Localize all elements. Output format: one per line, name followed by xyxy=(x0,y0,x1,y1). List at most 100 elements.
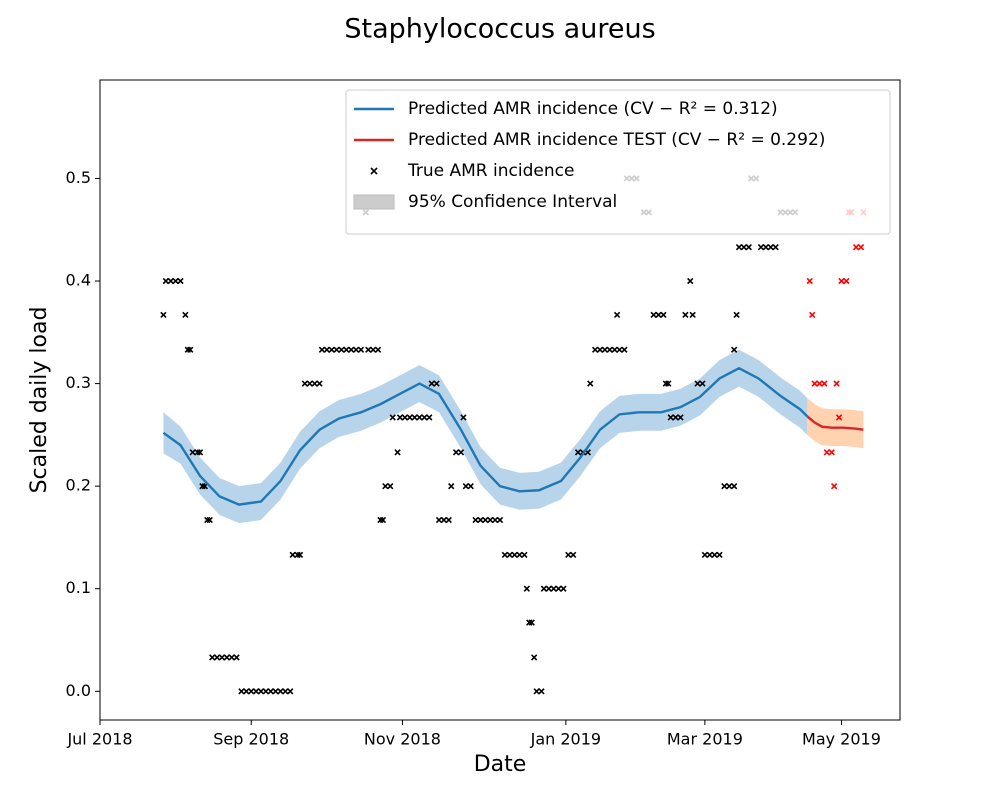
data-point xyxy=(374,346,382,353)
data-point xyxy=(496,516,504,524)
data-point xyxy=(323,346,330,353)
data-point xyxy=(682,311,689,319)
data-point xyxy=(370,346,377,353)
data-point xyxy=(538,688,545,695)
data-point xyxy=(243,688,250,695)
data-point xyxy=(196,449,204,456)
data-point xyxy=(428,380,435,387)
data-point xyxy=(660,311,667,319)
data-point xyxy=(711,551,718,559)
data-point xyxy=(289,551,296,559)
data-point xyxy=(516,551,523,559)
data-point xyxy=(574,449,582,456)
data-point xyxy=(716,551,723,559)
data-point xyxy=(301,380,309,387)
chart-title: Staphylococcus aureus xyxy=(344,14,655,45)
data-point xyxy=(745,244,752,251)
data-point xyxy=(316,380,323,387)
data-point xyxy=(333,346,340,353)
data-point xyxy=(613,311,621,319)
legend-label: True AMR incidence xyxy=(407,161,574,181)
confidence-band xyxy=(807,397,864,449)
data-point xyxy=(730,482,738,490)
data-point xyxy=(694,380,701,387)
data-point xyxy=(448,482,455,490)
data-point xyxy=(699,380,706,387)
data-point xyxy=(401,414,409,421)
data-point xyxy=(616,346,623,353)
y-tick-label: 0.1 xyxy=(66,578,91,597)
x-tick-label: Mar 2019 xyxy=(667,730,743,749)
data-point xyxy=(677,414,684,421)
data-point xyxy=(667,414,674,421)
data-point xyxy=(177,277,184,285)
data-point xyxy=(282,688,289,695)
data-point xyxy=(460,414,467,421)
data-point xyxy=(809,311,816,319)
data-point xyxy=(721,482,728,490)
data-point xyxy=(621,346,628,353)
data-point xyxy=(440,516,448,524)
line xyxy=(162,366,809,506)
data-point xyxy=(540,585,548,592)
data-point xyxy=(160,311,167,319)
data-point xyxy=(487,516,494,524)
data-point xyxy=(348,346,355,353)
data-point xyxy=(491,516,499,524)
confidence-band xyxy=(163,349,808,524)
data-point xyxy=(835,414,843,421)
data-point xyxy=(806,277,813,285)
data-point xyxy=(252,688,260,695)
data-point xyxy=(416,414,423,421)
data-point xyxy=(477,516,484,524)
legend-label: 95% Confidence Interval xyxy=(408,192,617,212)
y-axis-label: Scaled daily load xyxy=(27,307,52,494)
data-point xyxy=(726,482,733,490)
x-axis-label: Date xyxy=(474,752,527,777)
data-point xyxy=(772,244,779,251)
data-point xyxy=(328,346,335,353)
y-tick-label: 0.0 xyxy=(66,681,91,700)
data-point xyxy=(606,346,613,353)
data-point xyxy=(550,585,557,592)
legend-label: Predicted AMR incidence TEST (CV − R² = … xyxy=(408,130,825,150)
data-point xyxy=(223,654,230,661)
data-point xyxy=(272,688,279,695)
y-tick-label: 0.3 xyxy=(66,373,91,392)
x-tick-label: May 2019 xyxy=(802,730,881,749)
data-point xyxy=(379,516,387,524)
line xyxy=(806,415,864,431)
data-point xyxy=(533,688,540,695)
data-point xyxy=(318,346,326,353)
legend-swatch xyxy=(370,167,378,175)
data-point xyxy=(545,585,552,592)
data-point xyxy=(267,688,274,695)
data-point xyxy=(411,414,418,421)
data-point xyxy=(472,516,479,524)
data-point xyxy=(311,380,318,387)
data-point xyxy=(206,516,213,524)
data-point xyxy=(857,244,865,251)
data-point xyxy=(560,585,567,592)
data-point xyxy=(740,244,748,251)
data-point xyxy=(228,654,235,661)
data-point xyxy=(506,551,513,559)
data-point xyxy=(238,688,245,695)
data-point xyxy=(352,346,360,353)
data-point xyxy=(757,244,765,251)
data-point xyxy=(213,654,221,661)
data-point xyxy=(528,619,535,626)
data-point xyxy=(672,414,679,421)
data-point xyxy=(821,380,828,387)
data-point xyxy=(209,654,216,661)
x-tick-label: Jul 2018 xyxy=(66,730,132,749)
data-point xyxy=(555,585,562,592)
legend-label: Predicted AMR incidence (CV − R² = 0.312… xyxy=(408,99,778,119)
data-point xyxy=(811,380,818,387)
data-point xyxy=(445,516,452,524)
data-point xyxy=(650,311,657,319)
data-point xyxy=(823,449,830,456)
data-point xyxy=(843,277,850,285)
data-point xyxy=(257,688,265,695)
data-point xyxy=(591,346,599,353)
